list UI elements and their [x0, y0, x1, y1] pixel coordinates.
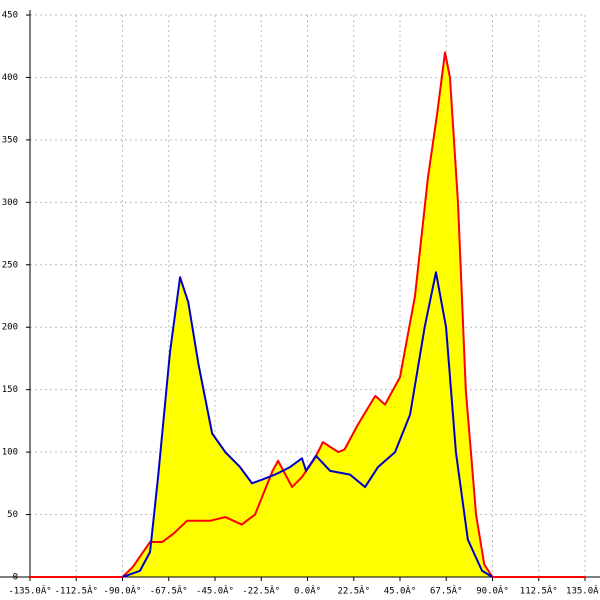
x-tick-label: -45.0Â°	[196, 585, 234, 597]
y-tick-label: 50	[7, 510, 18, 520]
y-tick-label: 450	[2, 11, 18, 21]
y-tick-label: 150	[2, 385, 18, 395]
x-tick-label: -135.0Â°	[8, 585, 51, 597]
y-tick-label: 250	[2, 260, 18, 270]
y-tick-label: 100	[2, 448, 18, 458]
y-tick-label: 300	[2, 198, 18, 208]
x-tick-label: -112.5Â°	[55, 585, 98, 597]
y-tick-label: 400	[2, 73, 18, 83]
x-tick-label: 67.5Â°	[430, 585, 463, 597]
line	[122, 271, 494, 578]
x-tick-label: 22.5Â°	[337, 585, 370, 597]
x-tick-label: 0.0Â°	[294, 585, 321, 597]
x-tick-label: 90.0Â°	[476, 585, 509, 597]
x-tick-label: 135.0Â°	[566, 585, 600, 597]
x-tick-label: -22.5Â°	[242, 585, 280, 597]
x-tick-label: -67.5Â°	[150, 585, 188, 597]
x-tick-label: 112.5Â°	[520, 585, 558, 597]
x-tick-label: -90.0Â°	[104, 585, 142, 597]
line	[30, 51, 585, 578]
y-tick-label: 350	[2, 135, 18, 145]
x-tick-label: 45.0Â°	[384, 585, 417, 597]
area	[122, 272, 493, 577]
y-tick-label: 200	[2, 323, 18, 333]
